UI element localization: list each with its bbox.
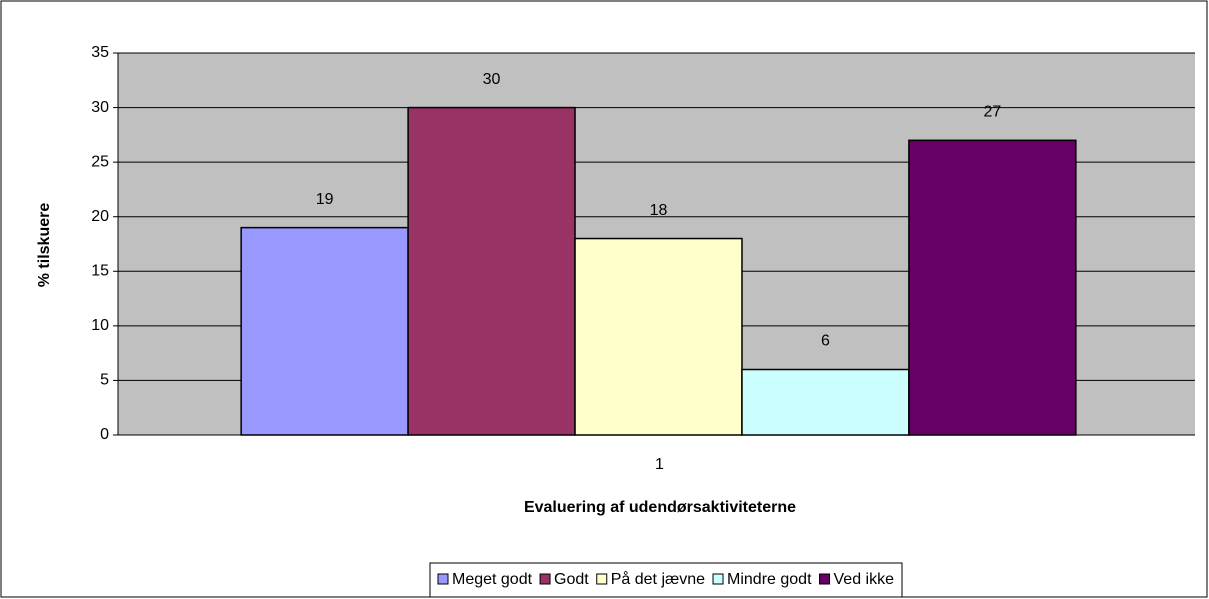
y-tick-label: 35 <box>91 44 109 61</box>
value-label: 27 <box>983 104 1001 121</box>
bar <box>407 106 576 436</box>
bar <box>908 139 1077 436</box>
legend-label: På det jævne <box>611 570 705 588</box>
value-label: 6 <box>821 333 830 350</box>
legend-label: Ved ikke <box>834 571 895 588</box>
y-tick-label: 10 <box>91 317 109 334</box>
bar <box>240 226 409 436</box>
x-axis-title: Evaluering af udendørsaktiviteterne <box>524 499 796 516</box>
legend-swatch <box>712 573 724 585</box>
y-tick-label: 5 <box>100 372 109 389</box>
y-tick-label: 30 <box>91 99 109 116</box>
value-label: 30 <box>483 71 501 88</box>
legend-label: Meget godt <box>452 571 533 588</box>
legend-label: Godt <box>554 571 589 588</box>
y-tick-label: 25 <box>91 153 109 170</box>
bar <box>574 237 743 436</box>
y-tick-label: 20 <box>91 208 109 225</box>
legend-swatch <box>596 573 608 585</box>
legend-swatch <box>539 573 551 585</box>
legend: Meget godt Godt På det jævne Mindre godt Ved… <box>429 562 903 598</box>
legend-box <box>429 562 903 598</box>
legend-label: Mindre godt <box>727 571 812 588</box>
y-tick-label: 0 <box>100 426 109 443</box>
y-tick-label: 15 <box>91 263 109 280</box>
legend-swatch <box>819 573 831 585</box>
legend-swatch <box>437 573 449 585</box>
y-axis-title: % tilskuere <box>36 203 53 288</box>
x-tick-label: 1 <box>655 456 664 473</box>
bar <box>741 368 910 436</box>
value-label: 19 <box>316 191 334 208</box>
value-label: 18 <box>650 202 668 219</box>
